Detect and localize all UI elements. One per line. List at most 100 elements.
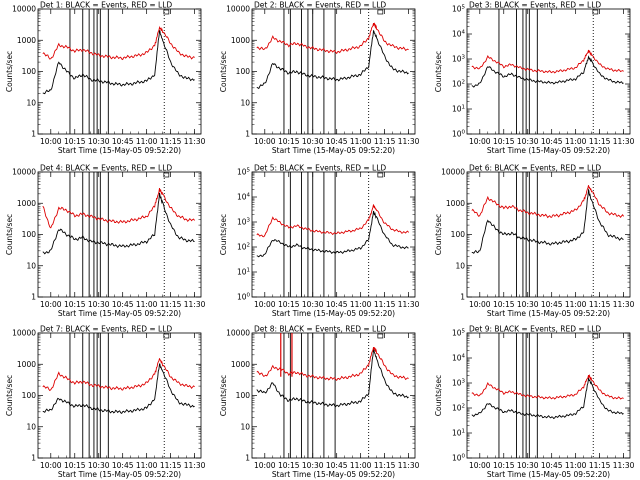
events-series-line (256, 29, 409, 90)
x-tick-label: 10:30 (88, 461, 110, 470)
x-tick-label: 11:00 (350, 137, 372, 146)
x-tick-label: 10:00 (469, 137, 491, 146)
x-tick-label: 10:15 (278, 137, 300, 146)
y-tick-label: 100 (452, 130, 466, 139)
panel-title: Det 3: BLACK = Events, RED = LLD (469, 1, 601, 10)
y-axis-label: Counts/sec (5, 51, 14, 92)
y-axis-label: Counts/sec (219, 214, 228, 255)
y-tick-label: 1000 (17, 360, 36, 369)
y-tick-label: 10 (26, 261, 36, 270)
y-tick-label: 1000 (17, 36, 36, 45)
chart-panel-det-5: Det 5: BLACK = Events, RED = LLD 100 101 10… (219, 164, 420, 319)
y-tick-label: 100 (236, 67, 251, 76)
y-tick-label: 104 (452, 354, 466, 363)
y-tick-label: 10 (26, 422, 36, 431)
panel-title: Det 2: BLACK = Events, RED = LLD (254, 1, 386, 10)
x-tick-label: 11:30 (613, 300, 635, 309)
x-tick-label: 11:15 (374, 461, 396, 470)
events-series-line (471, 55, 624, 88)
x-tick-label: 10:30 (517, 461, 539, 470)
events-series-line (256, 348, 409, 408)
y-axis-label: Counts/sec (5, 375, 14, 416)
y-tick-label: 1000 (17, 199, 36, 208)
y-tick-label: 10 (240, 98, 250, 107)
y-tick-label: 105 (452, 329, 466, 338)
x-tick-label: 10:00 (40, 137, 62, 146)
x-tick-label: 11:15 (374, 300, 396, 309)
x-tick-label: 10:30 (88, 137, 110, 146)
x-axis-label: Start Time (15-May-05 09:52:20) (272, 470, 395, 479)
panel-title: Det 1: BLACK = Events, RED = LLD (40, 1, 172, 10)
x-tick-label: 11:00 (136, 461, 158, 470)
x-tick-label: 10:30 (517, 300, 539, 309)
x-axis-label: Start Time (15-May-05 09:52:20) (272, 309, 395, 318)
y-axis-label: Counts/sec (434, 375, 443, 416)
plot-frame (466, 332, 631, 459)
x-tick-label: 10:00 (40, 461, 62, 470)
x-tick-label: 11:30 (184, 137, 206, 146)
x-tick-label: 10:45 (326, 137, 348, 146)
y-tick-label: 105 (237, 168, 251, 177)
x-tick-label: 11:00 (565, 137, 587, 146)
y-tick-label: 10000 (226, 5, 250, 14)
x-tick-label: 10:00 (469, 461, 491, 470)
x-tick-label: 10:00 (469, 300, 491, 309)
x-tick-label: 10:00 (40, 300, 62, 309)
flare-box-marker (377, 172, 384, 178)
y-tick-label: 100 (22, 67, 37, 76)
lld-series-line (471, 185, 624, 219)
x-tick-label: 10:15 (64, 137, 86, 146)
plot-frame (251, 171, 416, 298)
y-tick-label: 100 (22, 230, 37, 239)
x-tick-label: 11:00 (565, 461, 587, 470)
x-tick-label: 10:15 (493, 300, 515, 309)
x-tick-label: 10:00 (254, 461, 276, 470)
chart-panel-det-1: Det 1: BLACK = Events, RED = LLD 1 10 100 10… (5, 1, 206, 156)
y-tick-label: 1000 (231, 36, 250, 45)
lld-series-line (471, 49, 624, 74)
x-tick-label: 11:15 (589, 461, 611, 470)
y-tick-label: 1 (31, 293, 36, 302)
events-series-line (42, 192, 195, 255)
panel-title: Det 6: BLACK = Events, RED = LLD (469, 164, 601, 173)
y-tick-label: 101 (237, 268, 250, 277)
x-tick-label: 10:00 (254, 137, 276, 146)
y-tick-label: 1000 (446, 199, 465, 208)
flare-box-marker (377, 9, 384, 15)
y-tick-label: 100 (452, 454, 466, 463)
y-tick-label: 101 (452, 429, 465, 438)
y-tick-label: 103 (452, 379, 466, 388)
y-tick-label: 102 (237, 243, 250, 252)
y-tick-label: 104 (237, 193, 251, 202)
y-tick-label: 10000 (441, 168, 465, 177)
x-tick-label: 10:00 (254, 300, 276, 309)
x-axis-label: Start Time (15-May-05 09:52:20) (58, 309, 181, 318)
x-tick-label: 10:15 (493, 461, 515, 470)
plot-frame (466, 8, 631, 135)
y-tick-label: 100 (451, 230, 466, 239)
y-tick-label: 100 (236, 391, 251, 400)
y-tick-label: 10 (455, 261, 465, 270)
y-axis-label: Counts/sec (219, 51, 228, 92)
chart-panel-det-7: Det 7: BLACK = Events, RED = LLD 1 10 100 10… (5, 325, 206, 480)
lld-series-line (256, 204, 409, 238)
lld-series-line (42, 25, 195, 61)
y-tick-label: 1 (460, 293, 465, 302)
y-tick-label: 10 (240, 422, 250, 431)
x-tick-label: 11:00 (136, 300, 158, 309)
y-axis-label: Counts/sec (434, 214, 443, 255)
panel-title: Det 8: BLACK = Events, RED = LLD (254, 325, 386, 334)
panel-title: Det 9: BLACK = Events, RED = LLD (469, 325, 601, 334)
x-tick-label: 11:30 (184, 300, 206, 309)
x-tick-label: 10:45 (112, 461, 134, 470)
x-axis-label: Start Time (15-May-05 09:52:20) (58, 146, 181, 155)
x-tick-label: 11:00 (350, 300, 372, 309)
x-tick-label: 10:45 (541, 137, 563, 146)
x-tick-label: 10:45 (112, 137, 134, 146)
y-tick-label: 103 (452, 55, 466, 64)
chart-panel-det-6: Det 6: BLACK = Events, RED = LLD 1 10 100 10… (434, 164, 635, 319)
y-tick-label: 1 (245, 454, 250, 463)
y-tick-label: 101 (452, 105, 465, 114)
y-tick-label: 10 (26, 98, 36, 107)
y-tick-label: 100 (237, 293, 251, 302)
